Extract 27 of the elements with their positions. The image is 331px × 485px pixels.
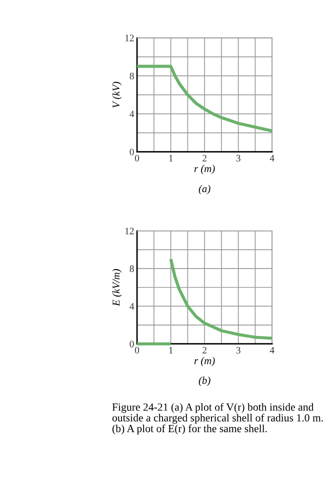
x-tick-label: 0 <box>134 346 140 354</box>
line-series <box>136 64 274 132</box>
y-tick-label: 0 <box>130 148 134 156</box>
caption: Figure 24-21 (a) A plot of V(r) both inside and outside a charged spherical shell of radius 1.0 m. (b) A plot of E(r) for the same shell. <box>112 403 323 434</box>
y-tick-label: 4 <box>130 303 134 310</box>
text: (a) <box>198 184 210 194</box>
y-tick-label: 12 <box>125 228 134 234</box>
line-series <box>169 258 274 340</box>
x-tick-label: 0 <box>134 154 140 162</box>
y-axis-title: E (kV/m) <box>112 269 122 306</box>
y-tick-label: 12 <box>125 34 134 42</box>
y-tick-label: 4 <box>130 110 134 118</box>
text: (b) <box>198 376 210 386</box>
y-tick-label: 8 <box>130 72 134 80</box>
x-axis-title: r (m) <box>194 356 215 366</box>
x-tick-label: 4 <box>270 154 274 162</box>
x-axis-title: r (m) <box>194 164 215 174</box>
y-axis-title: V (kV) <box>112 82 122 108</box>
x-tick-label: 2 <box>202 346 206 354</box>
y-tick-label: 0 <box>130 340 134 348</box>
x-tick-label: 1 <box>169 346 173 354</box>
x-tick-label: 1 <box>169 154 173 162</box>
x-tick-label: 3 <box>236 154 240 162</box>
y-tick-label: 8 <box>130 265 134 272</box>
x-tick-label: 4 <box>270 346 274 354</box>
x-tick-label: 3 <box>236 346 240 354</box>
x-tick-label: 2 <box>202 154 206 162</box>
